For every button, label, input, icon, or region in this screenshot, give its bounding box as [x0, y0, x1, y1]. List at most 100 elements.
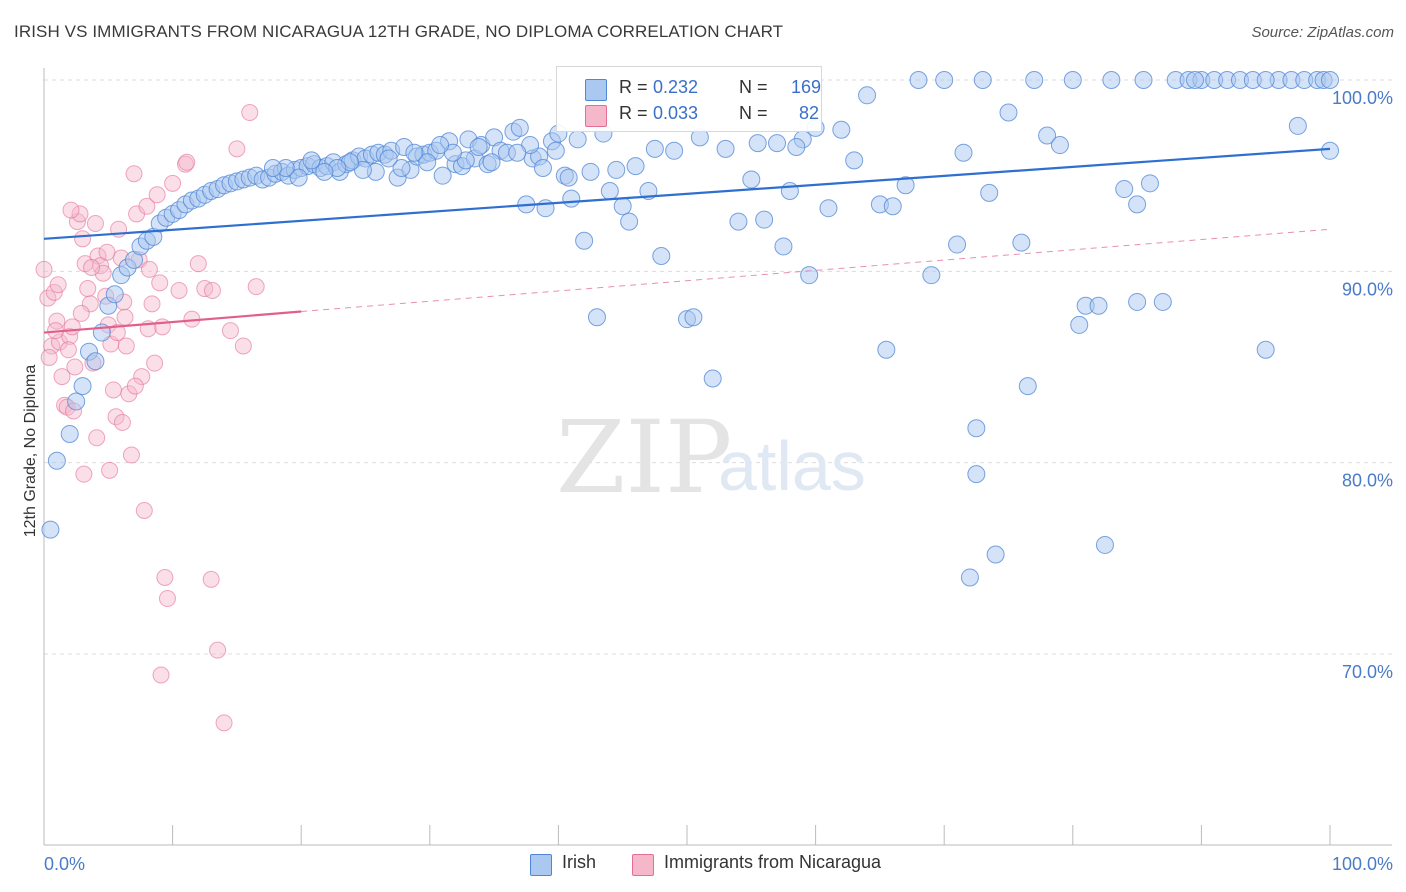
- irish-point-123: [1018, 377, 1037, 396]
- irish-point-161: [620, 212, 639, 231]
- nicaragua-point-3: [45, 283, 63, 301]
- x-tick-right: 100.0%: [1332, 854, 1393, 874]
- irish-point-83: [600, 181, 619, 200]
- irish-point-165: [568, 130, 587, 149]
- nicaragua-point-71: [203, 281, 221, 299]
- x-tick-left: 0.0%: [44, 854, 85, 874]
- chart-title: IRISH VS IMMIGRANTS FROM NICARAGUA 12TH …: [14, 22, 784, 41]
- nicaragua-point-48: [164, 174, 182, 192]
- nicaragua-point-59: [234, 337, 252, 355]
- irish-point-150: [1070, 315, 1089, 334]
- irish-swatch: [585, 79, 607, 101]
- nicaragua-point-6: [53, 368, 71, 386]
- nicaragua-point-42: [146, 354, 164, 372]
- irish-point-9: [105, 285, 124, 304]
- nicaragua-point-58: [228, 140, 246, 158]
- irish-point-109: [877, 340, 896, 359]
- nicaragua-point-57: [221, 322, 239, 340]
- irish-point-98: [768, 134, 787, 153]
- irish-point-119: [980, 183, 999, 202]
- nicaragua-trend-line: [43, 310, 302, 334]
- irish-point-179: [379, 149, 398, 168]
- irish-point-92: [703, 369, 722, 388]
- irish-point-159: [787, 137, 806, 156]
- irish-point-114: [935, 71, 954, 89]
- irish-point-115: [948, 235, 967, 254]
- nicaragua-point-76: [59, 341, 77, 359]
- y-tick-70: 70.0%: [1342, 662, 1393, 682]
- irish-point-166: [559, 168, 578, 187]
- irish-point-95: [742, 170, 761, 189]
- irish-point-81: [575, 231, 594, 250]
- irish-point-170: [508, 143, 527, 162]
- irish-point-186: [289, 168, 308, 187]
- nicaragua-point-19: [86, 215, 104, 232]
- irish-point-120: [986, 545, 1005, 564]
- nicaragua-point-69: [152, 666, 170, 684]
- irish-point-4: [73, 377, 92, 396]
- y-axis-label: 12th Grade, No Diploma: [22, 365, 39, 538]
- irish-point-178: [392, 159, 411, 178]
- irish-point-99: [774, 237, 793, 256]
- nicaragua-point-13: [71, 205, 89, 223]
- irish-point-167: [546, 141, 565, 160]
- irish-point-111: [896, 176, 915, 195]
- nicaragua-point-62: [62, 201, 80, 219]
- nicaragua-point-39: [138, 197, 156, 215]
- y-tick-80: 80.0%: [1342, 471, 1393, 491]
- nicaragua-n-label: N =: [739, 103, 768, 123]
- nicaragua-point-54: [202, 570, 220, 588]
- irish-point-154: [1256, 71, 1275, 89]
- legend-nicaragua-swatch: [632, 854, 654, 876]
- nicaragua-point-47: [158, 590, 176, 608]
- irish-point-175: [431, 136, 450, 155]
- nicaragua-point-70: [178, 153, 196, 171]
- nicaragua-point-14: [74, 230, 92, 248]
- legend-irish-swatch: [530, 854, 552, 876]
- nicaragua-point-55: [209, 641, 227, 659]
- irish-point-172: [469, 137, 488, 156]
- irish-point-122: [1012, 233, 1031, 252]
- nicaragua-point-17: [81, 295, 99, 313]
- nicaragua-point-33: [122, 446, 140, 464]
- nicaragua-point-27: [107, 408, 125, 426]
- irish-point-113: [922, 266, 941, 285]
- irish-point-134: [1140, 174, 1159, 193]
- nicaragua-trend-extension: [301, 228, 1331, 313]
- irish-point-131: [1115, 180, 1134, 199]
- nicaragua-swatch: [585, 105, 607, 127]
- nicaragua-point-45: [153, 318, 171, 336]
- irish-point-105: [832, 120, 851, 139]
- irish-point-132: [1128, 292, 1147, 311]
- irish-point-171: [482, 153, 501, 172]
- nicaragua-point-34: [125, 165, 143, 183]
- irish-point-80: [562, 189, 581, 208]
- irish-point-117: [967, 419, 986, 438]
- irish-point-152: [1128, 195, 1147, 214]
- irish-point-1: [47, 451, 66, 470]
- irish-point-60: [433, 166, 452, 185]
- nicaragua-point-37: [133, 368, 151, 386]
- nicaragua-point-75: [72, 304, 90, 322]
- irish-point-124: [1025, 71, 1044, 89]
- irish-point-107: [858, 86, 877, 105]
- irish-point-160: [645, 139, 664, 158]
- series-nicaragua-points: [35, 104, 265, 732]
- series-irish-points: [41, 71, 1339, 587]
- nicaragua-point-43: [148, 186, 166, 204]
- nicaragua-r-value: 0.033: [653, 103, 699, 123]
- nicaragua-point-73: [126, 377, 144, 395]
- nicaragua-point-64: [40, 348, 58, 366]
- irish-trend-line: [43, 147, 1331, 240]
- irish-point-116: [960, 568, 979, 587]
- irish-point-126: [1050, 136, 1069, 155]
- nicaragua-point-68: [113, 413, 131, 431]
- nicaragua-point-63: [49, 276, 67, 294]
- y-tick-100: 100.0%: [1332, 88, 1393, 108]
- nicaragua-point-40: [140, 260, 158, 278]
- irish-point-127: [1063, 71, 1082, 89]
- watermark-atlas: atlas: [718, 427, 866, 505]
- irish-point-151: [1095, 535, 1114, 554]
- irish-point-118: [973, 71, 992, 89]
